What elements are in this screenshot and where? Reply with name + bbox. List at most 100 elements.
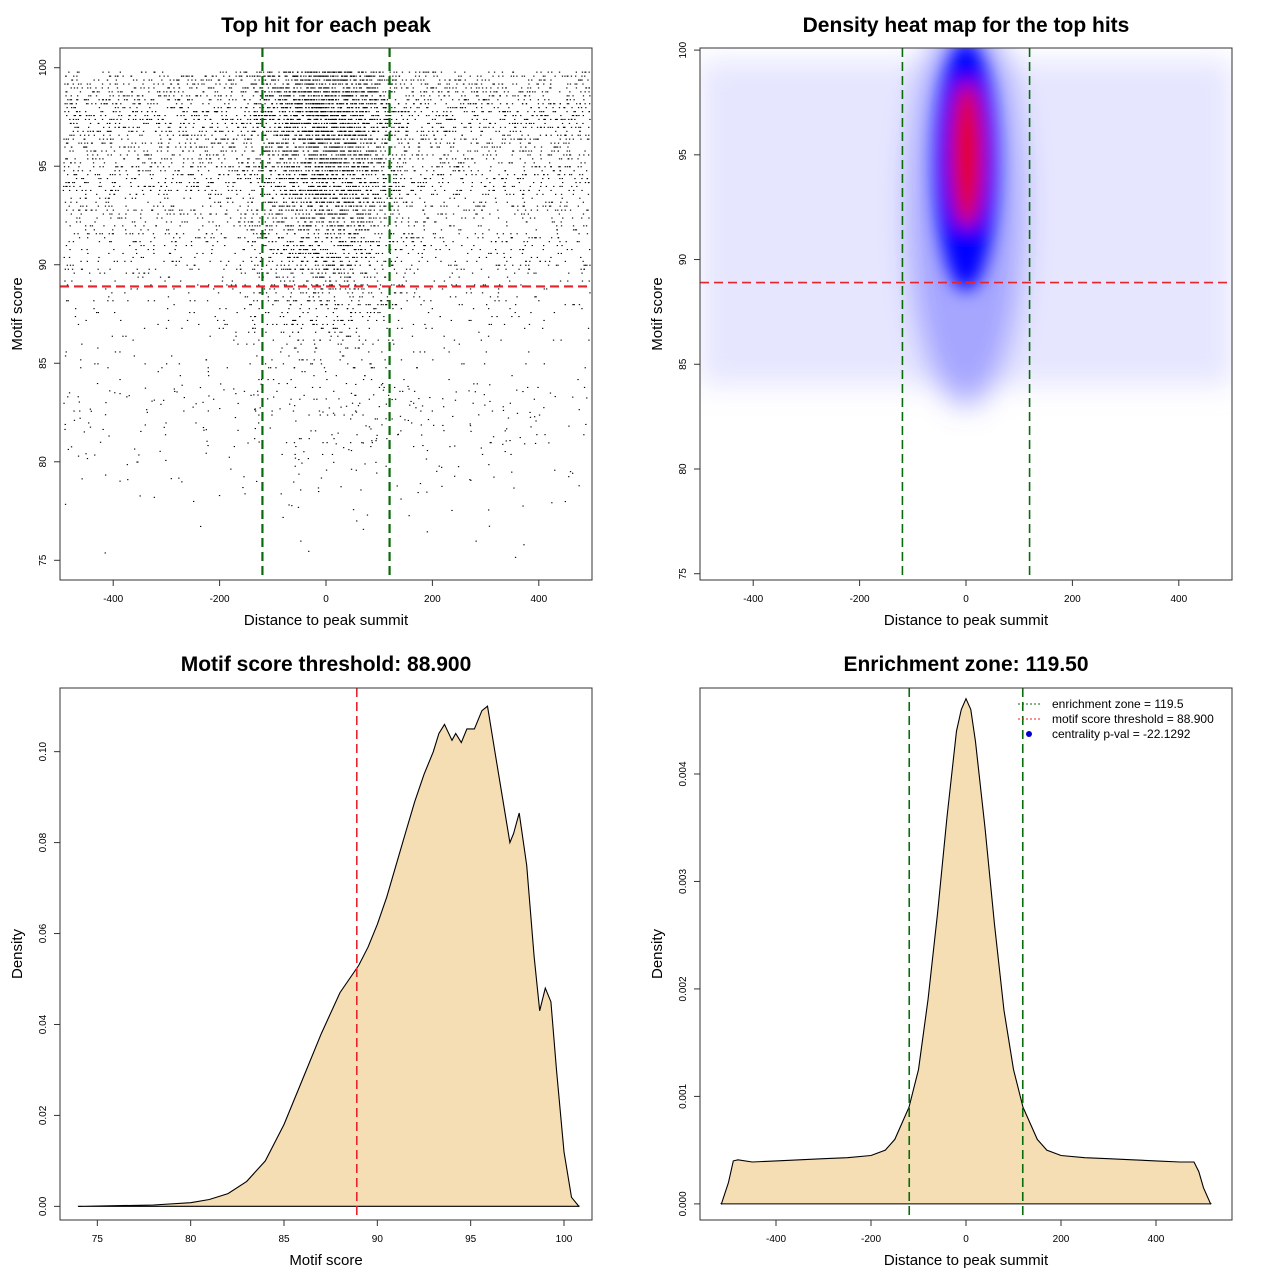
scatter-point (182, 111, 184, 113)
scatter-point (458, 75, 460, 77)
scatter-point (339, 241, 341, 243)
scatter-point (513, 174, 516, 176)
scatter-point (173, 237, 175, 239)
scatter-point (390, 205, 392, 207)
scatter-point (159, 134, 161, 136)
scatter-point (80, 213, 82, 215)
scatter-point (528, 268, 530, 270)
scatter-point (288, 209, 290, 211)
scatter-point (358, 158, 361, 160)
scatter-point (65, 75, 67, 77)
scatter-point (546, 209, 549, 211)
scatter-point (586, 170, 588, 172)
scatter-point (496, 252, 498, 254)
scatter-point (361, 359, 363, 361)
scatter-point (95, 87, 97, 89)
scatter-point (525, 146, 527, 148)
scatter-point (210, 213, 212, 215)
scatter-point (252, 126, 254, 128)
scatter-point (217, 107, 219, 109)
scatter-point (438, 182, 440, 184)
scatter-point (255, 115, 257, 117)
scatter-point (473, 245, 475, 247)
scatter-point (178, 79, 180, 81)
scatter-point (166, 146, 168, 148)
scatter-point (268, 99, 270, 101)
scatter-point (473, 91, 475, 93)
scatter-point (427, 122, 429, 124)
scatter-point (369, 245, 372, 247)
scatter-point (387, 174, 389, 176)
scatter-point (310, 178, 312, 180)
scatter-point (63, 185, 65, 187)
scatter-point (403, 146, 405, 148)
scatter-point (423, 134, 425, 136)
scatter-point (320, 154, 323, 156)
scatter-point (124, 107, 126, 109)
scatter-point (408, 115, 411, 117)
scatter-point (481, 87, 484, 89)
scatter-point (107, 300, 109, 302)
scatter-point (141, 209, 143, 211)
scatter-point (305, 111, 307, 113)
scatter-point (201, 146, 203, 148)
scatter-point (493, 178, 495, 180)
scatter-point (263, 134, 265, 136)
scatter-point (235, 83, 237, 85)
scatter-point (408, 146, 410, 148)
scatter-point (183, 122, 185, 124)
scatter-point (205, 241, 207, 243)
scatter-point (274, 126, 276, 128)
scatter-point (460, 75, 462, 77)
scatter-point (564, 126, 566, 128)
scatter-point (401, 115, 403, 117)
scatter-point (471, 158, 473, 160)
scatter-point (176, 189, 178, 191)
scatter-point (547, 154, 549, 156)
scatter-point (387, 225, 389, 227)
scatter-point (101, 99, 104, 101)
scatter-point (464, 99, 466, 101)
scatter-point (285, 142, 288, 144)
scatter-point (98, 185, 100, 187)
scatter-point (302, 146, 304, 148)
scatter-point (485, 201, 487, 203)
scatter-point (580, 166, 582, 168)
scatter-point (190, 146, 192, 148)
scatter-point (518, 138, 520, 140)
scatter-point (420, 91, 422, 93)
scatter-point (153, 205, 155, 207)
scatter-point (218, 174, 220, 176)
scatter-point (99, 272, 101, 274)
scatter-point (309, 134, 311, 136)
scatter-point (220, 150, 222, 152)
scatter-point (132, 339, 134, 341)
scatter-point (579, 197, 581, 199)
scatter-point (170, 158, 172, 160)
scatter-point (175, 103, 178, 105)
scatter-point (267, 201, 270, 203)
scatter-point (87, 103, 89, 105)
scatter-point (85, 319, 87, 321)
scatter-point (398, 185, 400, 187)
scatter-point (239, 205, 241, 207)
scatter-point (320, 477, 323, 479)
scatter-point (112, 229, 114, 231)
scatter-point (404, 158, 406, 160)
scatter-point (354, 347, 357, 349)
scatter-point (114, 182, 116, 184)
scatter-point (231, 146, 233, 148)
scatter-point (260, 111, 262, 113)
scatter-point (446, 115, 448, 117)
scatter-point (148, 91, 150, 93)
scatter-point (530, 122, 532, 124)
scatter-point (246, 170, 249, 172)
scatter-point (580, 107, 583, 109)
scatter-point (130, 185, 132, 187)
scatter-point (305, 122, 307, 124)
scatter-point (469, 288, 472, 290)
scatter-point (484, 99, 486, 101)
scatter-point (226, 367, 228, 369)
scatter-point (427, 71, 430, 73)
scatter-point (283, 118, 285, 120)
